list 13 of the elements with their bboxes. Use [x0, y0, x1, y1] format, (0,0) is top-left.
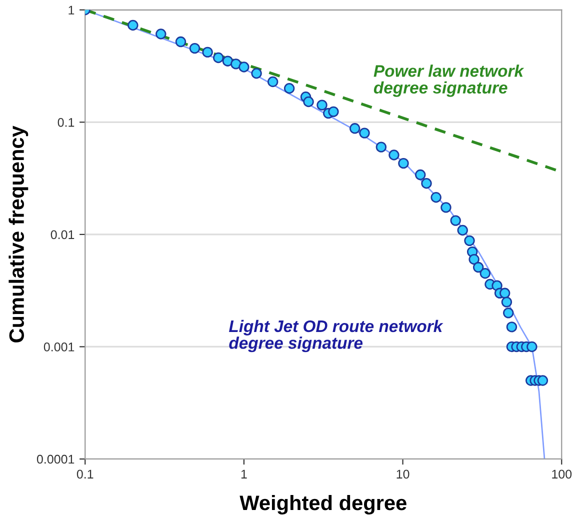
annotation: Power law network degree signature [374, 64, 524, 97]
x-tick-label: 1 [241, 470, 247, 478]
x-tick-label: 100 [552, 470, 572, 479]
x-tick-label: 0.1 [76, 470, 94, 479]
y-tick-label: 1 [68, 6, 74, 14]
x-axis-title: Weighted degree [240, 494, 406, 514]
y-tick-label: 0.0001 [36, 454, 74, 464]
annotation: Light Jet OD route network degree signature [229, 320, 444, 352]
y-tick-label: 0.1 [58, 118, 74, 127]
y-tick-label: 0.001 [44, 342, 74, 352]
y-axis-title: Cumulative frequency [8, 126, 28, 342]
x-tick-label: 10 [396, 470, 410, 479]
y-tick-label: 0.01 [50, 230, 74, 240]
